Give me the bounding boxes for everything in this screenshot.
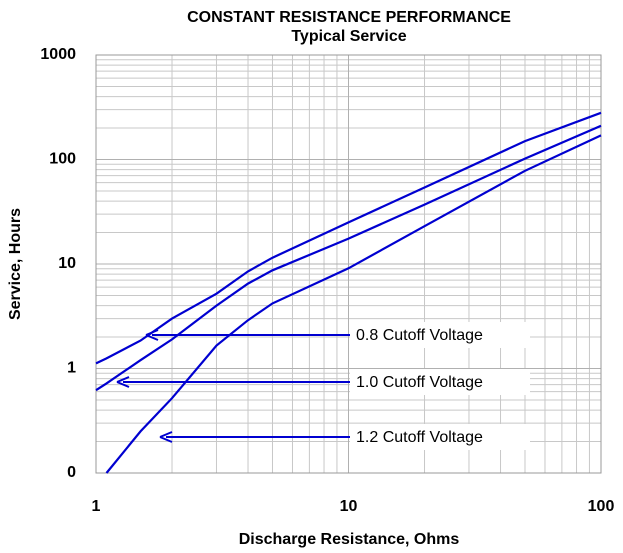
x-tick-label: 1 (92, 498, 101, 515)
arrow-head (159, 431, 173, 443)
y-tick-label: 1000 (40, 46, 76, 63)
label-box (350, 322, 530, 348)
y-tick-label: 1 (67, 360, 76, 377)
label-box (350, 424, 530, 450)
y-tick-label: 0 (67, 464, 76, 481)
arrow-head (145, 329, 159, 341)
arrow-head (116, 376, 130, 388)
legend-label: 1.0 Cutoff Voltage (356, 374, 483, 391)
chart-title: CONSTANT RESISTANCE PERFORMANCE (187, 9, 511, 26)
legend-label: 0.8 Cutoff Voltage (356, 327, 483, 344)
chart-subtitle: Typical Service (291, 28, 406, 45)
y-axis-label: Service, Hours (7, 208, 24, 320)
series-line (95, 111, 602, 365)
x-axis-label: Discharge Resistance, Ohms (239, 531, 460, 548)
series-line (105, 134, 602, 474)
x-tick-label: 10 (340, 498, 358, 515)
y-tick-label: 100 (49, 151, 76, 168)
legend-label: 1.2 Cutoff Voltage (356, 429, 483, 446)
series-line (95, 124, 602, 392)
x-tick-label: 100 (588, 498, 615, 515)
plot-border (95, 54, 602, 474)
y-tick-label: 10 (58, 255, 76, 272)
label-box (350, 369, 530, 395)
